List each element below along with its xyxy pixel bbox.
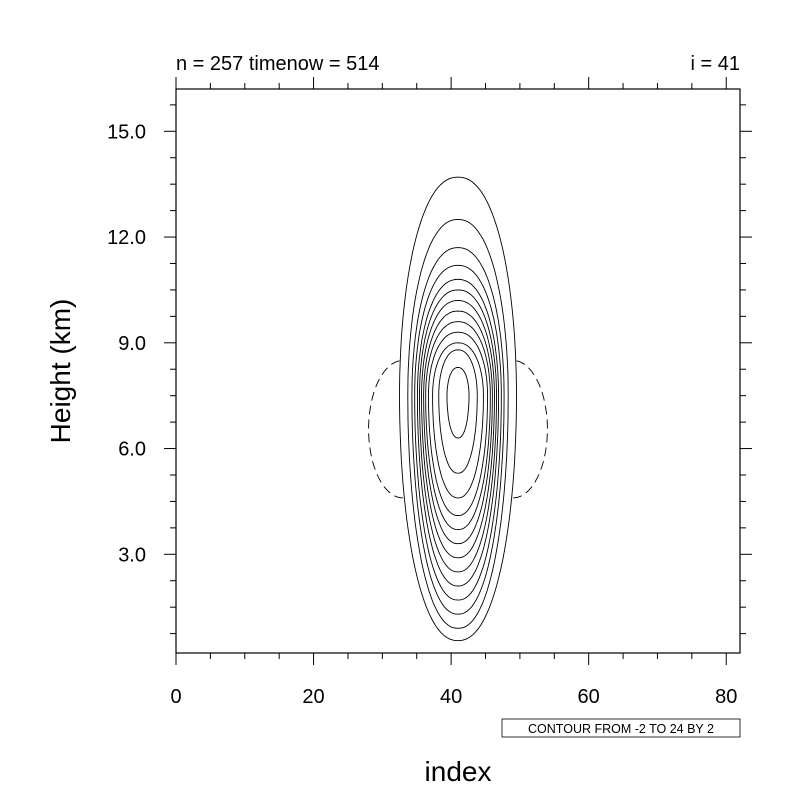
contour-line: [423, 310, 493, 545]
x-tick-label: 60: [578, 686, 600, 708]
contour-line: [399, 176, 517, 642]
plot-frame: [175, 88, 741, 654]
y-tick-label: 6.0: [118, 439, 146, 461]
tick-layer: [164, 77, 752, 665]
title-right: i = 41: [691, 53, 740, 75]
y-axis-label: Height (km): [45, 299, 76, 444]
title-left: n = 257 timenow = 514: [176, 53, 379, 75]
label-layer: 0 20 40 60 80 3.0 6.0 9.0 12.0 15.0: [107, 121, 737, 708]
contour-info-text: CONTOUR FROM -2 TO 24 BY 2: [528, 722, 714, 736]
contour-line: [438, 349, 478, 474]
contour-line: [425, 321, 491, 531]
contour-layer: [368, 176, 548, 642]
y-tick-label: 9.0: [118, 333, 146, 355]
contour-line: [411, 247, 505, 615]
contour-line: [407, 218, 509, 629]
contour-line: [416, 278, 500, 587]
contour-line: [427, 331, 489, 516]
contour-line: [414, 264, 502, 601]
contour-line: [421, 300, 495, 559]
x-tick-label: 80: [715, 686, 737, 708]
contour-info-box: [501, 718, 741, 738]
negative-contour-left: [368, 359, 404, 499]
x-tick-label: 0: [170, 686, 181, 708]
y-tick-label: 3.0: [118, 544, 146, 566]
negative-contour-right: [512, 359, 548, 499]
x-tick-label: 40: [440, 686, 462, 708]
x-axis-label: index: [425, 756, 492, 787]
y-tick-label: 15.0: [107, 121, 146, 143]
contour-line: [419, 289, 497, 573]
y-tick-label: 12.0: [107, 227, 146, 249]
contour-line: [432, 342, 484, 499]
contour-line: [446, 367, 470, 439]
x-tick-label: 20: [302, 686, 324, 708]
